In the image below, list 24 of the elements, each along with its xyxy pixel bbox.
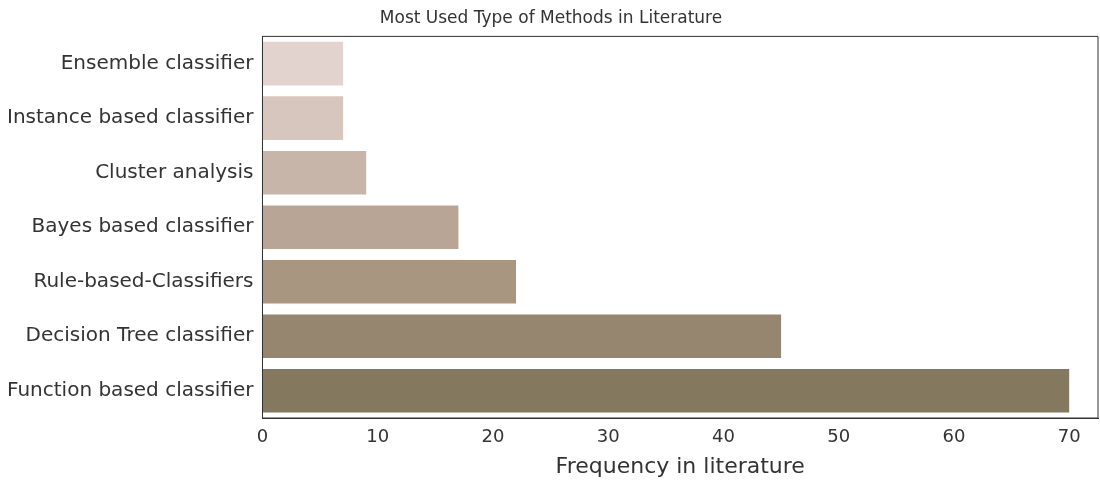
- bar: [262, 150, 367, 195]
- x-tick-label: 0: [256, 425, 269, 447]
- chart-title: Most Used Type of Methods in Literature: [379, 6, 723, 27]
- bar: [262, 96, 344, 140]
- x-tick-label: 10: [366, 425, 390, 447]
- bar: [262, 259, 517, 304]
- y-tick-label: Cluster analysis: [95, 158, 254, 183]
- y-tick-label: Function based classifier: [7, 376, 255, 401]
- y-tick-label: Ensemble classifier: [60, 49, 255, 74]
- y-tick-label: Rule-based-Classifiers: [33, 267, 254, 292]
- x-tick-label: 50: [827, 425, 851, 447]
- y-tick-label: Bayes based classifier: [31, 213, 255, 238]
- bar: [262, 205, 459, 250]
- x-tick-label: 70: [1057, 425, 1081, 447]
- bar: [262, 314, 782, 359]
- y-tick-label: Instance based classifier: [7, 104, 255, 129]
- x-tick-label: 40: [712, 425, 735, 447]
- x-tick-label: 60: [942, 425, 966, 447]
- y-tick-label: Decision Tree classifier: [25, 322, 255, 347]
- x-axis-title: Frequency in literature: [555, 452, 805, 478]
- x-tick-label: 20: [481, 425, 505, 447]
- x-tick-label: 30: [596, 425, 620, 447]
- bar: [262, 368, 1070, 413]
- bar: [262, 41, 344, 86]
